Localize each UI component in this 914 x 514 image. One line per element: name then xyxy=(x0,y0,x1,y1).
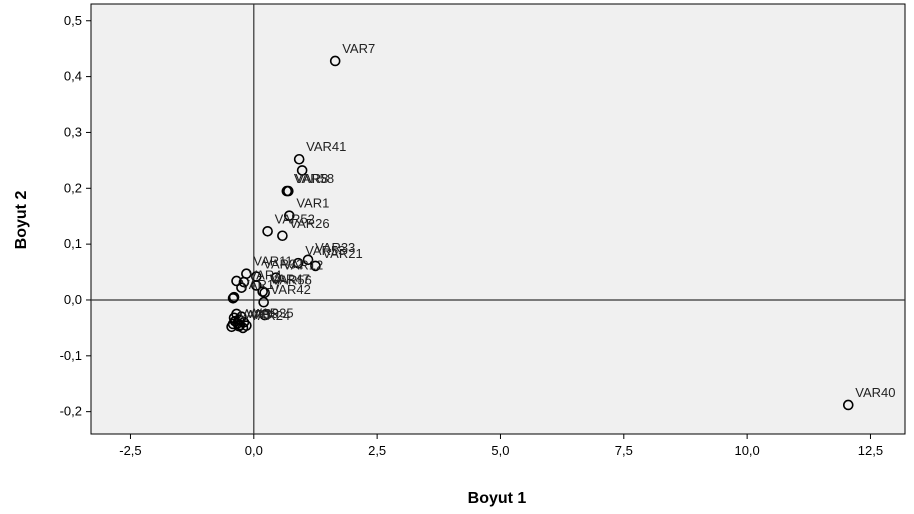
point-label: VAR41 xyxy=(306,139,346,154)
point-label: VAR32 xyxy=(263,257,303,272)
x-tick-label: 5,0 xyxy=(491,443,509,458)
point-label: VAR24 xyxy=(250,308,290,323)
y-tick-label: 0,4 xyxy=(64,69,82,84)
point-label: VAR8 xyxy=(295,171,328,186)
data-point xyxy=(329,55,341,67)
y-tick-label: -0,1 xyxy=(60,348,82,363)
data-point xyxy=(231,275,242,287)
data-point xyxy=(293,153,305,165)
data-point xyxy=(238,276,250,288)
data-point xyxy=(302,254,314,266)
data-point xyxy=(842,399,854,411)
data-point xyxy=(236,282,247,293)
reference-lines xyxy=(91,4,905,434)
data-point xyxy=(228,291,240,303)
data-points xyxy=(226,55,854,411)
data-point xyxy=(277,230,288,242)
x-tick-label: 7,5 xyxy=(615,443,633,458)
data-point xyxy=(284,210,295,221)
y-tick-label: 0,1 xyxy=(64,236,82,251)
point-label: VAR42 xyxy=(271,282,311,297)
point-label: VAR17 xyxy=(241,277,281,292)
data-point xyxy=(250,280,262,291)
data-point xyxy=(270,272,282,283)
data-point xyxy=(296,165,308,176)
y-tick-label: 0,5 xyxy=(64,13,82,28)
y-tick-label: -0,2 xyxy=(60,404,82,419)
y-axis: -0,2 -0,1 0,0 0,1 0,2 0,3 0,4 0,5 xyxy=(60,13,91,419)
x-tick-label: 0,0 xyxy=(245,443,263,458)
x-tick-label: -2,5 xyxy=(119,443,141,458)
x-tick-label: 10,0 xyxy=(734,443,759,458)
point-label: VAR52 xyxy=(275,211,315,226)
point-label: VAR3 xyxy=(239,307,272,322)
point-label: VAR58 xyxy=(294,171,334,186)
point-label: VAR53 xyxy=(305,243,345,258)
point-label: VAR7 xyxy=(342,41,375,56)
data-point xyxy=(258,296,269,308)
point-label: VAR40 xyxy=(855,385,895,400)
y-tick-label: 0,2 xyxy=(64,180,82,195)
point-label: VAR21 xyxy=(322,246,362,261)
point-label: VAR33 xyxy=(315,240,355,255)
point-label: VAR47 xyxy=(270,272,310,287)
data-point xyxy=(310,260,321,272)
data-point xyxy=(262,225,273,237)
plot-area xyxy=(90,3,906,435)
point-label: VAR1 xyxy=(296,196,329,211)
point-label: VAR11 xyxy=(253,254,292,269)
data-point xyxy=(283,185,294,197)
point-label: VAR12 xyxy=(283,258,323,273)
x-axis-title: Boyut 1 xyxy=(468,490,527,507)
point-labels: VAR7VAR41VAR58VAR8VAR1VAR52VAR26VAR33VAR… xyxy=(239,41,896,400)
y-tick-label: 0,0 xyxy=(64,292,82,307)
data-point xyxy=(233,320,245,332)
data-point xyxy=(226,321,237,333)
y-tick-label: 0,3 xyxy=(64,124,82,139)
point-label: VAR35 xyxy=(253,306,293,321)
data-point xyxy=(227,292,239,304)
point-label: VAR9 xyxy=(246,306,279,321)
point-label: VAR26 xyxy=(289,216,329,231)
point-label: VAR56 xyxy=(272,273,312,288)
data-point xyxy=(292,257,304,269)
data-point xyxy=(259,309,270,321)
point-label: VAR4 xyxy=(248,268,281,283)
y-axis-title: Boyut 2 xyxy=(13,191,30,250)
x-axis: -2,5 0,0 2,5 5,0 7,5 10,0 12,5 xyxy=(119,434,883,458)
x-tick-label: 12,5 xyxy=(858,443,883,458)
x-tick-label: 2,5 xyxy=(368,443,386,458)
